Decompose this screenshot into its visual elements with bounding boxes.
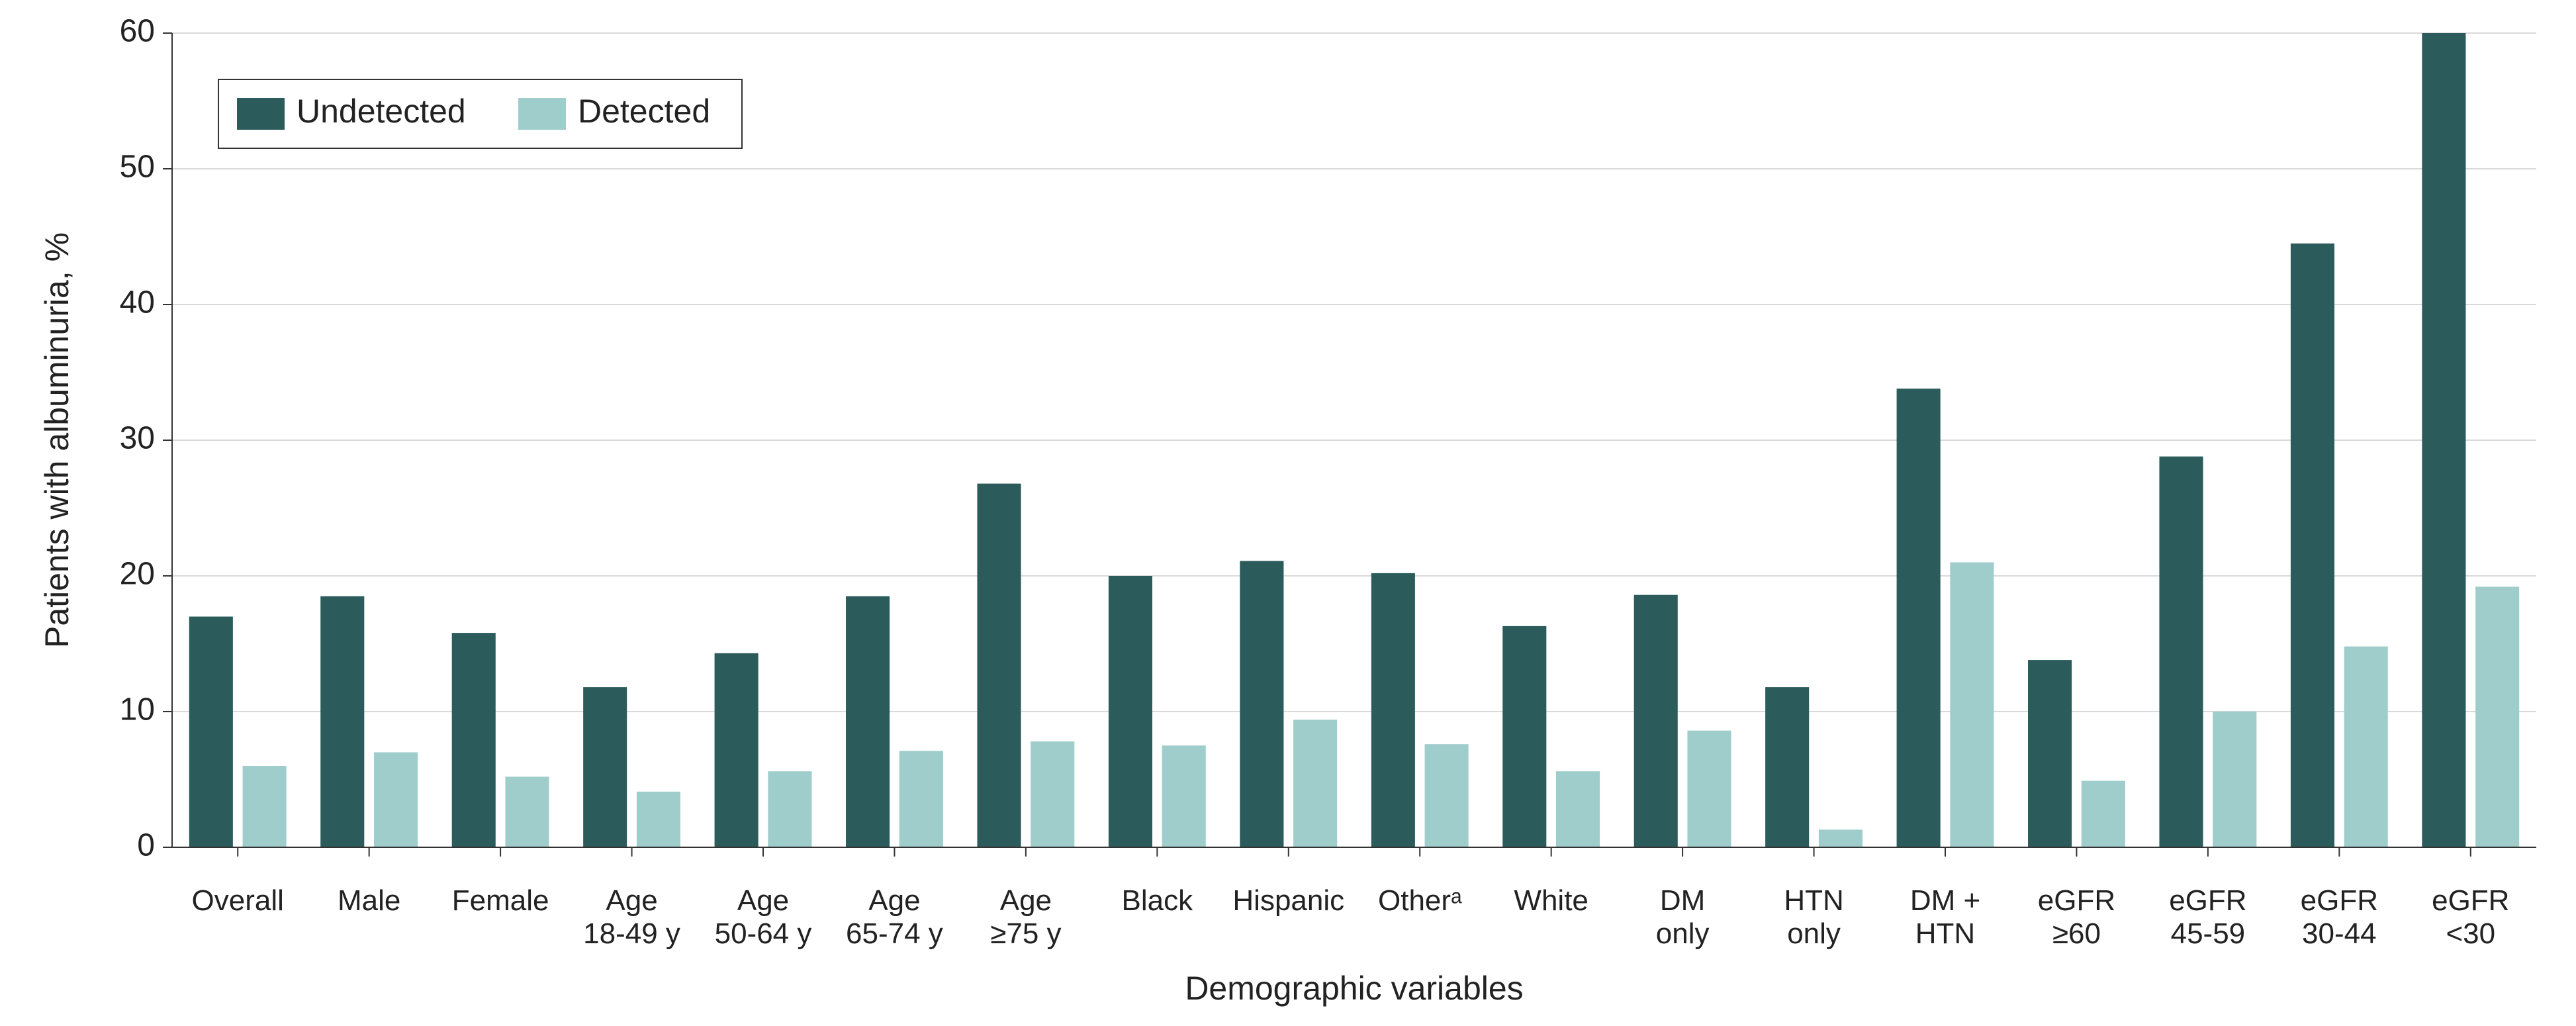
bar-undetected (715, 653, 759, 847)
x-tick-label: ≥75 y (990, 917, 1061, 950)
bar-detected (1687, 731, 1731, 847)
bar-undetected (2159, 457, 2203, 847)
bar-undetected (1109, 576, 1152, 847)
x-tick-label: eGFR (2432, 884, 2509, 917)
bar-detected (637, 792, 680, 847)
x-tick-label: eGFR (2301, 884, 2378, 917)
bar-detected (374, 753, 418, 848)
bar-detected (2213, 712, 2256, 847)
x-tick-label: only (1787, 917, 1841, 950)
legend-label-detected: Detected (578, 93, 710, 130)
bar-undetected (320, 596, 364, 847)
bar-detected (899, 751, 943, 847)
y-tick-label: 10 (120, 692, 155, 727)
x-tick-label: Age (606, 884, 657, 917)
bar-detected (1950, 563, 1994, 848)
bar-detected (1819, 829, 1863, 847)
x-tick-label: 30-44 (2302, 917, 2377, 950)
bar-detected (1425, 744, 1469, 847)
x-tick-label: DM + (1910, 884, 1980, 917)
x-tick-label: Black (1122, 884, 1194, 917)
x-tick-label: <30 (2446, 917, 2495, 950)
x-tick-label: Female (452, 884, 549, 917)
x-tick-label: Overall (192, 884, 284, 917)
x-tick-label: only (1656, 917, 1710, 950)
bar-detected (2475, 586, 2519, 847)
bar-undetected (1634, 595, 1678, 847)
x-tick-label: ≥60 (2052, 917, 2101, 950)
legend-swatch-detected (518, 98, 566, 130)
bar-detected (2082, 781, 2125, 847)
y-tick-label: 60 (120, 14, 155, 49)
bar-undetected (1765, 687, 1809, 847)
chart-svg: 0102030405060OverallMaleFemaleAge18-49 y… (0, 0, 2576, 1026)
legend-label-undetected: Undetected (297, 93, 466, 130)
x-tick-label: eGFR (2169, 884, 2246, 917)
bar-undetected (2291, 244, 2334, 847)
x-tick-label: White (1514, 884, 1588, 917)
y-tick-label: 0 (137, 828, 155, 863)
x-tick-label: Otherᵃ (1378, 884, 1462, 917)
bar-undetected (452, 633, 496, 847)
y-tick-label: 40 (120, 285, 155, 320)
bar-detected (1293, 720, 1337, 847)
bar-undetected (1502, 626, 1546, 847)
y-axis-title: Patients with albuminuria, % (38, 232, 75, 648)
bar-detected (1162, 745, 1206, 847)
bar-undetected (2422, 33, 2465, 847)
x-tick-label: Male (338, 884, 400, 917)
x-tick-label: 45-59 (2171, 917, 2246, 950)
bar-undetected (189, 617, 233, 848)
x-axis-title: Demographic variables (1185, 970, 1523, 1007)
bar-detected (1556, 771, 1600, 847)
x-tick-label: 50-64 y (715, 917, 812, 950)
x-tick-label: Hispanic (1232, 884, 1344, 917)
bar-detected (1031, 741, 1074, 847)
bar-undetected (1897, 389, 1941, 847)
y-tick-label: 20 (120, 557, 155, 592)
x-tick-label: Age (1000, 884, 1052, 917)
x-tick-label: DM (1660, 884, 1705, 917)
bar-detected (505, 776, 549, 847)
bar-undetected (1240, 561, 1283, 847)
y-tick-label: 50 (120, 150, 155, 185)
x-tick-label: HTN (1915, 917, 1975, 950)
bar-undetected (2028, 660, 2072, 847)
bar-undetected (1371, 573, 1415, 847)
legend: Undetected Detected (218, 79, 742, 148)
albuminuria-bar-chart: 0102030405060OverallMaleFemaleAge18-49 y… (0, 0, 2576, 1026)
bar-undetected (846, 596, 890, 847)
x-tick-label: eGFR (2038, 884, 2115, 917)
x-tick-label: 18-49 y (583, 917, 680, 950)
x-tick-label: Age (737, 884, 789, 917)
bar-undetected (583, 687, 627, 847)
x-tick-label: HTN (1784, 884, 1843, 917)
y-tick-label: 30 (120, 421, 155, 456)
bar-detected (2344, 647, 2388, 847)
x-tick-label: 65-74 y (846, 917, 943, 950)
bar-undetected (977, 484, 1021, 847)
bar-detected (768, 771, 811, 847)
legend-swatch-undetected (237, 98, 285, 130)
x-tick-label: Age (868, 884, 920, 917)
bar-detected (243, 766, 287, 847)
